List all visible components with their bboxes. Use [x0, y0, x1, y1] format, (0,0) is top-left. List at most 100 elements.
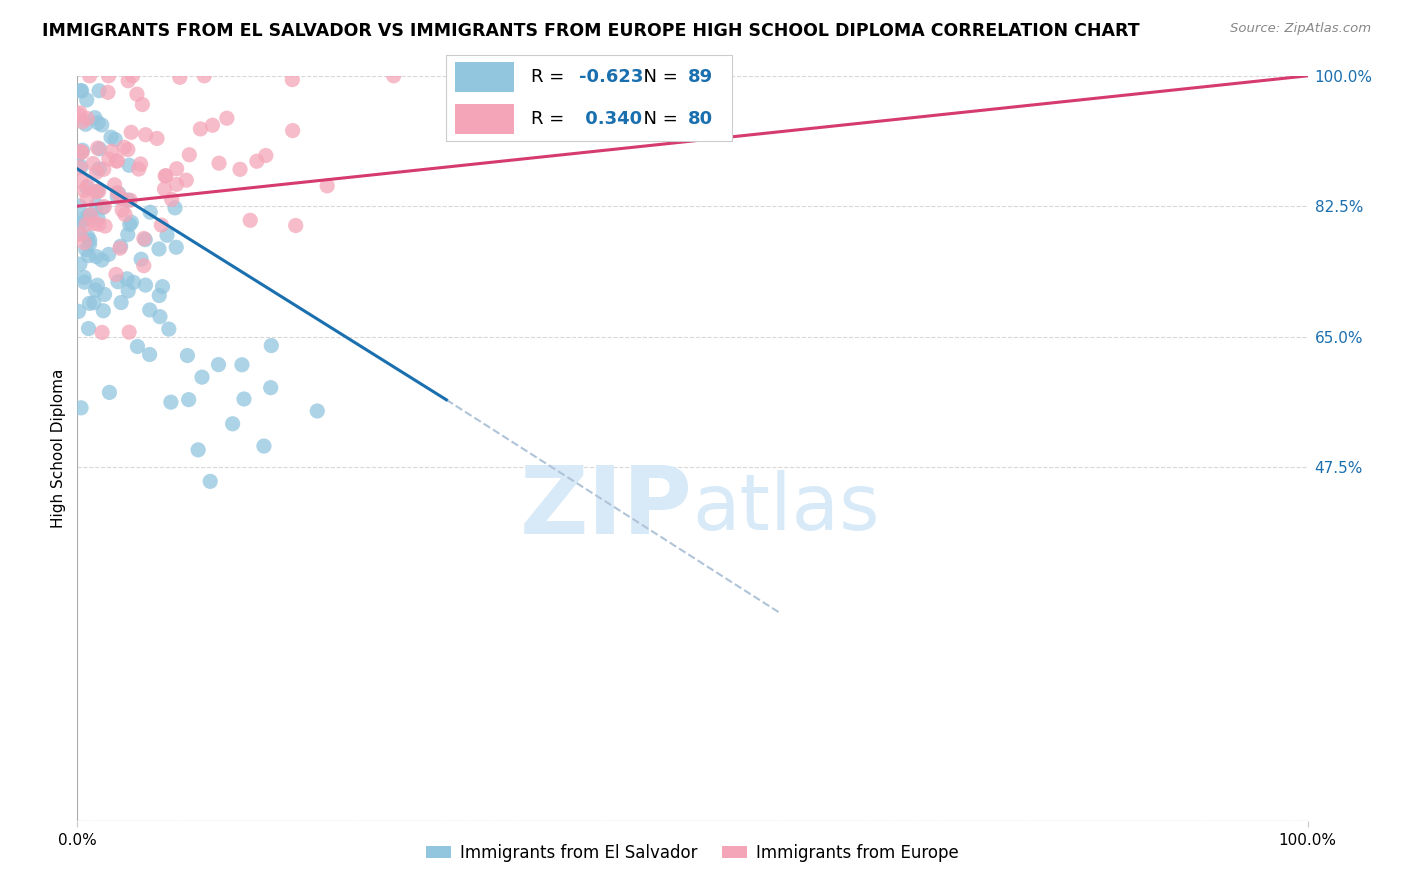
Point	[129, 157, 152, 171]
Point	[190, 122, 212, 136]
Text: N =: N =	[631, 110, 683, 128]
Point	[77, 249, 100, 263]
Point	[111, 203, 134, 218]
Point	[100, 130, 122, 145]
Point	[207, 358, 229, 372]
Legend: Immigrants from El Salvador, Immigrants from Europe: Immigrants from El Salvador, Immigrants …	[420, 837, 965, 868]
Point	[155, 169, 177, 183]
Point	[89, 142, 111, 156]
Point	[101, 144, 124, 158]
Point	[84, 283, 107, 297]
Point	[254, 148, 277, 162]
Point	[87, 217, 110, 231]
Point	[115, 272, 138, 286]
Point	[152, 279, 174, 293]
Text: 80: 80	[688, 110, 713, 128]
Point	[316, 178, 339, 193]
Point	[87, 116, 110, 130]
Point	[134, 233, 156, 247]
Text: 0.340: 0.340	[579, 110, 641, 128]
Point	[111, 191, 134, 205]
Point	[67, 147, 90, 161]
Point	[83, 295, 105, 310]
Point	[105, 186, 128, 200]
Point	[108, 241, 131, 255]
Point	[79, 237, 101, 252]
Point	[76, 191, 98, 205]
Point	[239, 213, 262, 227]
Point	[91, 303, 114, 318]
Point	[131, 97, 153, 112]
Point	[125, 87, 148, 102]
Point	[200, 475, 222, 489]
Point	[86, 278, 108, 293]
Point	[83, 216, 105, 230]
Point	[281, 72, 304, 87]
FancyBboxPatch shape	[446, 55, 733, 141]
Point	[281, 123, 304, 137]
Point	[91, 201, 114, 215]
Bar	[454, 104, 513, 134]
Point	[69, 84, 91, 98]
Point	[97, 86, 120, 100]
Text: R =: R =	[531, 110, 571, 128]
Point	[118, 325, 141, 339]
Point	[82, 156, 104, 170]
Point	[127, 339, 149, 353]
Point	[75, 243, 97, 257]
Point	[157, 322, 180, 336]
Point	[105, 190, 128, 204]
Point	[112, 140, 135, 154]
Point	[122, 276, 145, 290]
Point	[174, 173, 197, 187]
Point	[107, 275, 129, 289]
Point	[121, 69, 143, 83]
Point	[103, 178, 125, 192]
Point	[160, 395, 183, 409]
Point	[260, 381, 283, 395]
Point	[77, 321, 100, 335]
Point	[70, 212, 93, 227]
Point	[117, 143, 139, 157]
Point	[97, 247, 120, 261]
Point	[110, 295, 132, 310]
Point	[86, 165, 108, 179]
Point	[117, 227, 139, 242]
Point	[70, 145, 93, 160]
Point	[233, 392, 256, 406]
Point	[153, 169, 176, 183]
Point	[67, 199, 90, 213]
Point	[231, 358, 253, 372]
Point	[284, 219, 307, 233]
Point	[166, 178, 188, 192]
Point	[146, 131, 169, 145]
Point	[120, 193, 142, 207]
Point	[169, 70, 191, 85]
Point	[628, 103, 651, 118]
Point	[91, 326, 114, 340]
Point	[193, 69, 215, 83]
Point	[246, 154, 269, 169]
Point	[138, 302, 160, 317]
Point	[67, 304, 90, 318]
Point	[307, 404, 329, 418]
Text: -0.623: -0.623	[579, 68, 643, 87]
Point	[260, 338, 283, 352]
Point	[76, 112, 98, 126]
Point	[117, 193, 139, 207]
Point	[76, 180, 98, 194]
Point	[148, 288, 170, 302]
Point	[118, 218, 141, 232]
Point	[221, 417, 243, 431]
Point	[69, 227, 91, 242]
Point	[73, 235, 96, 250]
Point	[75, 117, 97, 131]
Text: Source: ZipAtlas.com: Source: ZipAtlas.com	[1230, 22, 1371, 36]
Point	[139, 205, 162, 219]
Point	[73, 270, 96, 285]
Point	[69, 145, 91, 159]
Point	[129, 252, 152, 267]
Point	[166, 161, 188, 176]
Point	[132, 231, 155, 245]
Text: R =: R =	[531, 68, 571, 87]
